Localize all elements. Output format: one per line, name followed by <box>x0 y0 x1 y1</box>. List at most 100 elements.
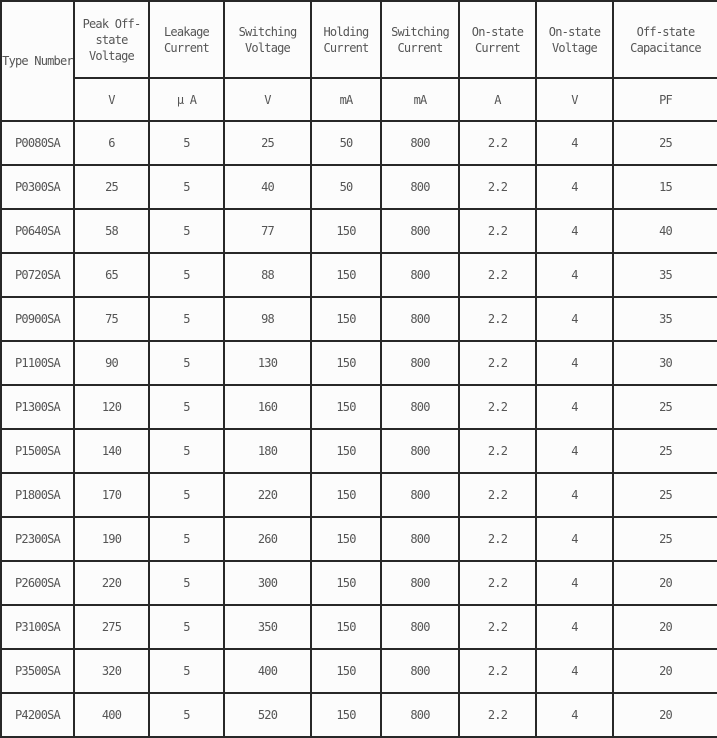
value-cell: 25 <box>612 120 717 166</box>
value-cell: 150 <box>310 384 382 430</box>
column-header-leakage-current: Leakage Current <box>148 0 225 79</box>
table-row: P0640SA 58 5 77 150 800 2.2 4 40 <box>0 208 717 254</box>
column-unit-off-state-capacitance: PF <box>612 77 717 122</box>
value-cell: 150 <box>310 340 382 386</box>
value-cell: 5 <box>148 384 225 430</box>
value-cell: 20 <box>612 560 717 606</box>
value-cell: 2.2 <box>458 516 537 562</box>
table-row: P4200SA 400 5 520 150 800 2.2 4 20 <box>0 692 717 738</box>
value-cell: 260 <box>223 516 312 562</box>
table-row: P0080SA 6 5 25 50 800 2.2 4 25 <box>0 120 717 166</box>
value-cell: 30 <box>612 340 717 386</box>
value-cell: 800 <box>380 472 460 518</box>
column-header-on-state-current: On-state Current <box>458 0 537 79</box>
table-row: P1800SA 170 5 220 150 800 2.2 4 25 <box>0 472 717 518</box>
value-cell: 150 <box>310 296 382 342</box>
value-cell: 2.2 <box>458 340 537 386</box>
table-row: P1500SA 140 5 180 150 800 2.2 4 25 <box>0 428 717 474</box>
type-number-cell: P0640SA <box>0 208 75 254</box>
column-unit-on-state-current: A <box>458 77 537 122</box>
type-number-cell: P4200SA <box>0 692 75 738</box>
value-cell: 520 <box>223 692 312 738</box>
table-row: P1300SA 120 5 160 150 800 2.2 4 25 <box>0 384 717 430</box>
value-cell: 320 <box>73 648 150 694</box>
value-cell: 15 <box>612 164 717 210</box>
value-cell: 150 <box>310 208 382 254</box>
value-cell: 2.2 <box>458 252 537 298</box>
table-row: P3100SA 275 5 350 150 800 2.2 4 20 <box>0 604 717 650</box>
value-cell: 4 <box>535 120 614 166</box>
value-cell: 5 <box>148 164 225 210</box>
value-cell: 25 <box>612 472 717 518</box>
type-number-cell: P0720SA <box>0 252 75 298</box>
value-cell: 5 <box>148 120 225 166</box>
value-cell: 5 <box>148 516 225 562</box>
table-header: Type Number Peak Off- state Voltage Leaka… <box>0 0 717 122</box>
column-header-switching-current: Switching Current <box>380 0 460 79</box>
value-cell: 2.2 <box>458 604 537 650</box>
value-cell: 4 <box>535 164 614 210</box>
value-cell: 2.2 <box>458 472 537 518</box>
column-unit-switching-voltage: V <box>223 77 312 122</box>
value-cell: 65 <box>73 252 150 298</box>
table-row: P0900SA 75 5 98 150 800 2.2 4 35 <box>0 296 717 342</box>
value-cell: 98 <box>223 296 312 342</box>
value-cell: 4 <box>535 384 614 430</box>
value-cell: 58 <box>73 208 150 254</box>
type-number-cell: P0080SA <box>0 120 75 166</box>
value-cell: 220 <box>223 472 312 518</box>
table-row: P1100SA 90 5 130 150 800 2.2 4 30 <box>0 340 717 386</box>
value-cell: 150 <box>310 604 382 650</box>
column-header-off-state-capacitance: Off-state Capacitance <box>612 0 717 79</box>
value-cell: 5 <box>148 340 225 386</box>
value-cell: 6 <box>73 120 150 166</box>
value-cell: 400 <box>223 648 312 694</box>
column-unit-holding-current: mA <box>310 77 382 122</box>
column-header-on-state-voltage: On-state Voltage <box>535 0 614 79</box>
type-number-cell: P2600SA <box>0 560 75 606</box>
value-cell: 4 <box>535 208 614 254</box>
value-cell: 800 <box>380 604 460 650</box>
value-cell: 150 <box>310 516 382 562</box>
value-cell: 50 <box>310 164 382 210</box>
table-row: P0720SA 65 5 88 150 800 2.2 4 35 <box>0 252 717 298</box>
value-cell: 800 <box>380 516 460 562</box>
type-number-cell: P0300SA <box>0 164 75 210</box>
value-cell: 2.2 <box>458 648 537 694</box>
value-cell: 2.2 <box>458 560 537 606</box>
value-cell: 800 <box>380 428 460 474</box>
value-cell: 150 <box>310 252 382 298</box>
value-cell: 150 <box>310 692 382 738</box>
value-cell: 5 <box>148 560 225 606</box>
value-cell: 800 <box>380 252 460 298</box>
value-cell: 90 <box>73 340 150 386</box>
value-cell: 180 <box>223 428 312 474</box>
value-cell: 400 <box>73 692 150 738</box>
value-cell: 5 <box>148 692 225 738</box>
value-cell: 35 <box>612 296 717 342</box>
value-cell: 800 <box>380 692 460 738</box>
value-cell: 25 <box>612 428 717 474</box>
value-cell: 4 <box>535 428 614 474</box>
column-header-holding-current: Holding Current <box>310 0 382 79</box>
value-cell: 2.2 <box>458 208 537 254</box>
value-cell: 88 <box>223 252 312 298</box>
value-cell: 5 <box>148 648 225 694</box>
header-label-row: Type Number Peak Off- state Voltage Leaka… <box>0 0 717 122</box>
value-cell: 300 <box>223 560 312 606</box>
value-cell: 220 <box>73 560 150 606</box>
value-cell: 275 <box>73 604 150 650</box>
column-unit-switching-current: mA <box>380 77 460 122</box>
value-cell: 800 <box>380 560 460 606</box>
table-body: P0080SA 6 5 25 50 800 2.2 4 25 P0300SA 25 5 40 50 800 2… <box>0 120 717 738</box>
value-cell: 5 <box>148 428 225 474</box>
table-row: P2300SA 190 5 260 150 800 2.2 4 25 <box>0 516 717 562</box>
value-cell: 150 <box>310 560 382 606</box>
value-cell: 4 <box>535 692 614 738</box>
value-cell: 800 <box>380 164 460 210</box>
value-cell: 150 <box>310 472 382 518</box>
column-header-switching-voltage: Switching Voltage <box>223 0 312 79</box>
value-cell: 25 <box>223 120 312 166</box>
